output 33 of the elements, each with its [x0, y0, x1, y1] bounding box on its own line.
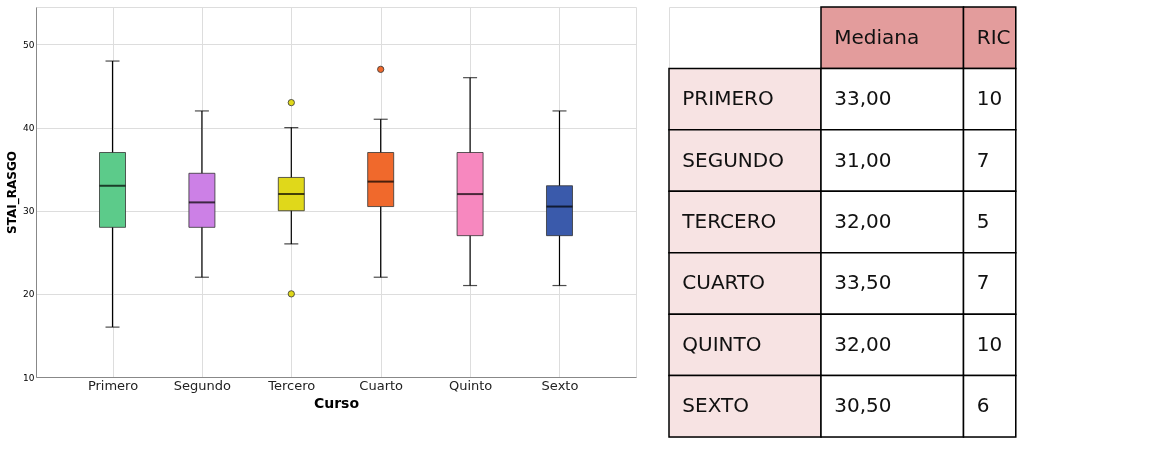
y-tick-label: 10	[23, 372, 35, 383]
category-label: RIC	[976, 24, 1011, 49]
text: 32,00	[834, 209, 892, 233]
category-label: TERCERO	[682, 209, 777, 233]
x-tick-label: Segundo	[173, 377, 232, 393]
text: 10	[976, 331, 1003, 356]
text: 7	[976, 270, 990, 295]
category-label: SEGUNDO	[682, 147, 784, 172]
text: 33,50	[834, 270, 892, 295]
category-label: SEXTO	[682, 393, 749, 418]
text: 10	[976, 86, 1003, 111]
text: 31,00	[834, 147, 892, 172]
x-tick-label: Tercero	[267, 377, 316, 393]
category-label: CUARTO	[682, 270, 765, 295]
category-label: Mediana	[834, 24, 920, 49]
text: 5	[976, 209, 990, 233]
y-tick-label: 20	[23, 289, 35, 300]
y-tick-label: 40	[23, 123, 35, 134]
category-label: PRIMERO	[682, 86, 774, 111]
y-tick-label: 30	[23, 206, 35, 217]
x-tick-label: Quinto	[448, 377, 493, 393]
x-tick-label: Cuarto	[359, 377, 404, 393]
x-tick-label: Primero	[87, 377, 139, 393]
text: 7	[976, 147, 990, 172]
text: 32,00	[834, 331, 892, 356]
x-axis-title: Curso	[313, 394, 360, 411]
text: 6	[976, 393, 990, 418]
y-tick-label: 50	[23, 39, 35, 50]
x-tick-label: Sexto	[541, 377, 579, 393]
y-axis-title: STAI_RASGO	[5, 151, 21, 234]
category-label: QUINTO	[682, 331, 762, 356]
text: 30,50	[834, 393, 892, 418]
text: 33,00	[834, 86, 892, 111]
